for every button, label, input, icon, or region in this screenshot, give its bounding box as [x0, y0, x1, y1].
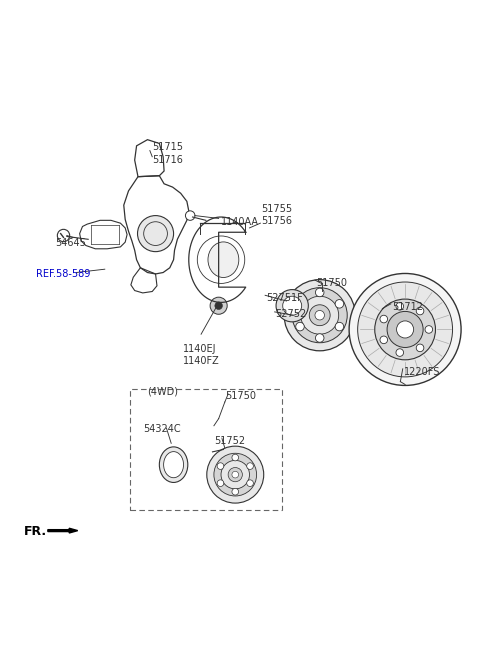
Circle shape — [387, 311, 423, 348]
Circle shape — [315, 311, 324, 320]
Text: 1220FS: 1220FS — [404, 367, 440, 377]
Text: 52751F: 52751F — [266, 292, 303, 303]
Circle shape — [335, 300, 344, 308]
Circle shape — [349, 273, 461, 386]
Circle shape — [296, 300, 304, 308]
Polygon shape — [48, 528, 78, 533]
Circle shape — [301, 296, 339, 334]
Circle shape — [380, 315, 387, 323]
Circle shape — [137, 215, 174, 252]
Circle shape — [416, 344, 424, 351]
Circle shape — [358, 282, 453, 377]
Circle shape — [185, 211, 195, 220]
Text: 51712: 51712 — [392, 302, 423, 312]
Circle shape — [232, 488, 239, 495]
Text: 1140AA: 1140AA — [221, 217, 259, 227]
Text: 51752: 51752 — [214, 436, 245, 446]
Circle shape — [57, 229, 70, 242]
Circle shape — [315, 288, 324, 297]
Circle shape — [217, 480, 224, 486]
Circle shape — [335, 323, 344, 331]
Text: 51755
51756: 51755 51756 — [261, 204, 292, 227]
Circle shape — [416, 307, 424, 315]
Text: 51715
51716: 51715 51716 — [152, 143, 183, 165]
Circle shape — [380, 336, 387, 344]
Text: 1140EJ
1140FZ: 1140EJ 1140FZ — [183, 344, 220, 366]
Text: 51750: 51750 — [225, 391, 256, 401]
Circle shape — [276, 290, 308, 322]
Text: REF.58-589: REF.58-589 — [36, 269, 90, 279]
Circle shape — [284, 280, 355, 351]
Circle shape — [283, 296, 301, 315]
Text: FR.: FR. — [24, 525, 47, 538]
Circle shape — [375, 299, 435, 360]
Circle shape — [210, 297, 227, 314]
Circle shape — [315, 334, 324, 342]
Circle shape — [247, 463, 253, 469]
Ellipse shape — [208, 242, 239, 277]
Circle shape — [396, 349, 404, 356]
Circle shape — [215, 302, 222, 309]
Ellipse shape — [159, 447, 188, 482]
Circle shape — [228, 468, 242, 482]
Circle shape — [217, 463, 224, 469]
Text: 51750: 51750 — [316, 279, 347, 288]
Circle shape — [396, 302, 404, 310]
Ellipse shape — [164, 451, 183, 478]
Circle shape — [207, 446, 264, 503]
Circle shape — [232, 471, 239, 478]
Circle shape — [292, 288, 347, 343]
Circle shape — [247, 480, 253, 486]
Circle shape — [214, 453, 257, 496]
Circle shape — [296, 323, 304, 331]
Text: 52752: 52752 — [276, 309, 307, 319]
Text: (4WD): (4WD) — [147, 386, 179, 396]
Text: 54324C: 54324C — [143, 424, 180, 434]
Circle shape — [309, 305, 330, 326]
Circle shape — [232, 454, 239, 461]
Circle shape — [396, 321, 414, 338]
Circle shape — [425, 326, 432, 333]
Text: 54645: 54645 — [55, 238, 86, 248]
Circle shape — [221, 461, 250, 489]
